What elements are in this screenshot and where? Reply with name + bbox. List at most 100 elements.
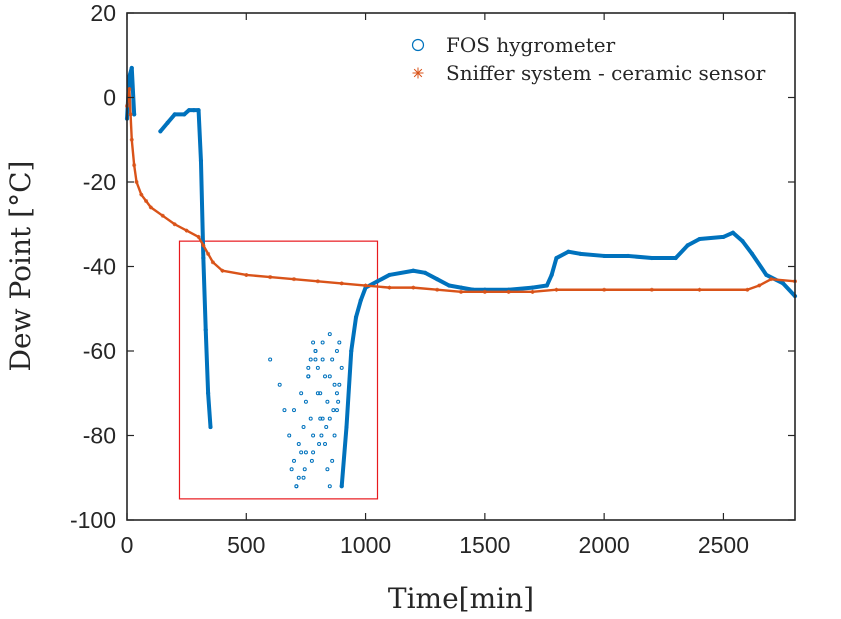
fos-point — [318, 391, 323, 396]
fos-point — [423, 270, 428, 275]
x-tick-label: 2000 — [579, 532, 630, 558]
fos-point — [301, 475, 306, 480]
fos-point — [375, 279, 380, 284]
fos-point — [287, 433, 292, 438]
sniffer-point — [184, 228, 189, 233]
fos-segment-2 — [339, 230, 797, 489]
legend-circle-marker — [411, 38, 425, 52]
fos-point — [625, 253, 631, 259]
fos-point — [158, 129, 163, 134]
fos-point — [530, 285, 535, 290]
sniffer-point — [128, 112, 133, 117]
sniffer-point — [387, 285, 392, 290]
sniffer-point — [268, 275, 273, 280]
axes-frame — [126, 12, 796, 521]
legend-item-fos: FOS hygrometer — [411, 33, 616, 57]
fos-point — [697, 236, 702, 242]
fos-point — [306, 374, 311, 379]
fos-point — [319, 433, 324, 438]
fos-point — [296, 441, 301, 446]
sniffer-point — [745, 287, 750, 292]
fos-point — [339, 484, 344, 489]
fos-point — [308, 416, 313, 421]
fos-point — [327, 374, 332, 379]
fos-point — [327, 416, 332, 421]
fos-point — [749, 251, 755, 256]
fos-point — [313, 357, 318, 362]
sniffer-point — [196, 234, 201, 239]
fos-point — [649, 255, 654, 261]
fos-point — [196, 108, 201, 113]
fos-point — [309, 458, 314, 463]
fos-point — [323, 374, 328, 379]
sniffer-point — [602, 287, 607, 292]
fos-point — [311, 340, 316, 345]
fos-point — [320, 416, 325, 421]
y-axis-label: Dew Point [°C] — [4, 161, 37, 372]
fos-point — [317, 441, 322, 446]
sniffer-point — [201, 243, 206, 248]
fos-point — [685, 243, 690, 248]
legend-marker-circle — [411, 38, 425, 52]
sniffer-point — [697, 287, 702, 292]
fos-point — [301, 425, 306, 430]
fos-point — [566, 249, 571, 254]
sniffer-point — [757, 283, 762, 288]
x-axis-label: Time[min] — [388, 582, 534, 615]
y-tick-label: -80 — [83, 423, 116, 449]
fos-point — [349, 348, 354, 354]
fos-point — [602, 253, 607, 259]
fos-point — [780, 281, 786, 286]
fos-point — [320, 340, 325, 345]
x-tick-label: 1000 — [340, 532, 391, 558]
fos-point — [282, 408, 287, 413]
sniffer-point — [132, 163, 137, 168]
sniffer-point — [134, 180, 139, 184]
sniffer-point — [554, 287, 559, 292]
fos-point — [292, 458, 296, 463]
fos-point — [186, 108, 192, 113]
fos-point — [299, 450, 304, 455]
fos-point — [353, 315, 359, 320]
fos-point — [334, 408, 339, 413]
fos-point — [302, 467, 307, 472]
sniffer-point — [244, 272, 249, 277]
fos-point — [387, 272, 392, 278]
legend-item-sniffer: Sniffer system - ceramic sensor — [412, 61, 766, 85]
sniffer-point — [482, 289, 487, 294]
sniffer-point — [339, 281, 344, 286]
sniffer-point — [127, 87, 132, 92]
zoom-box — [178, 240, 379, 500]
legend-marker-asterisk — [412, 67, 424, 79]
fos-point — [323, 441, 328, 446]
x-tick-label: 1500 — [459, 532, 510, 558]
ticks: 0 500 1000 1500 2000 2500 20 0 -20 -40 -60 -80 -100 — [70, 0, 795, 558]
x-tick-label: 0 — [121, 532, 134, 558]
fos-point — [331, 408, 336, 413]
fos-point — [206, 391, 211, 396]
fos-point — [289, 467, 294, 472]
legend: FOS hygrometer Sniffer system - ceramic … — [411, 33, 766, 85]
fos-point — [332, 382, 337, 387]
sniffer-line — [125, 87, 796, 294]
x-tick-label: 2500 — [698, 532, 749, 558]
fos-point — [325, 467, 330, 472]
series-layer — [124, 65, 798, 489]
sniffer-point — [144, 199, 149, 204]
fos-point — [334, 391, 339, 396]
x-tick-label: 500 — [227, 532, 265, 558]
fos-point — [337, 340, 342, 345]
fos-point — [294, 484, 299, 489]
fos-point — [292, 408, 296, 413]
fos-point — [203, 327, 208, 332]
sniffer-point — [649, 287, 654, 292]
fos-point — [446, 283, 452, 288]
sniffer-point — [506, 289, 511, 294]
legend-label-sniffer: Sniffer system - ceramic sensor — [446, 61, 766, 85]
fos-point — [721, 234, 726, 240]
y-tick-label: -40 — [83, 254, 116, 280]
sniffer-point — [148, 205, 153, 210]
fos-point — [337, 382, 342, 387]
sniffer-point — [210, 260, 215, 265]
